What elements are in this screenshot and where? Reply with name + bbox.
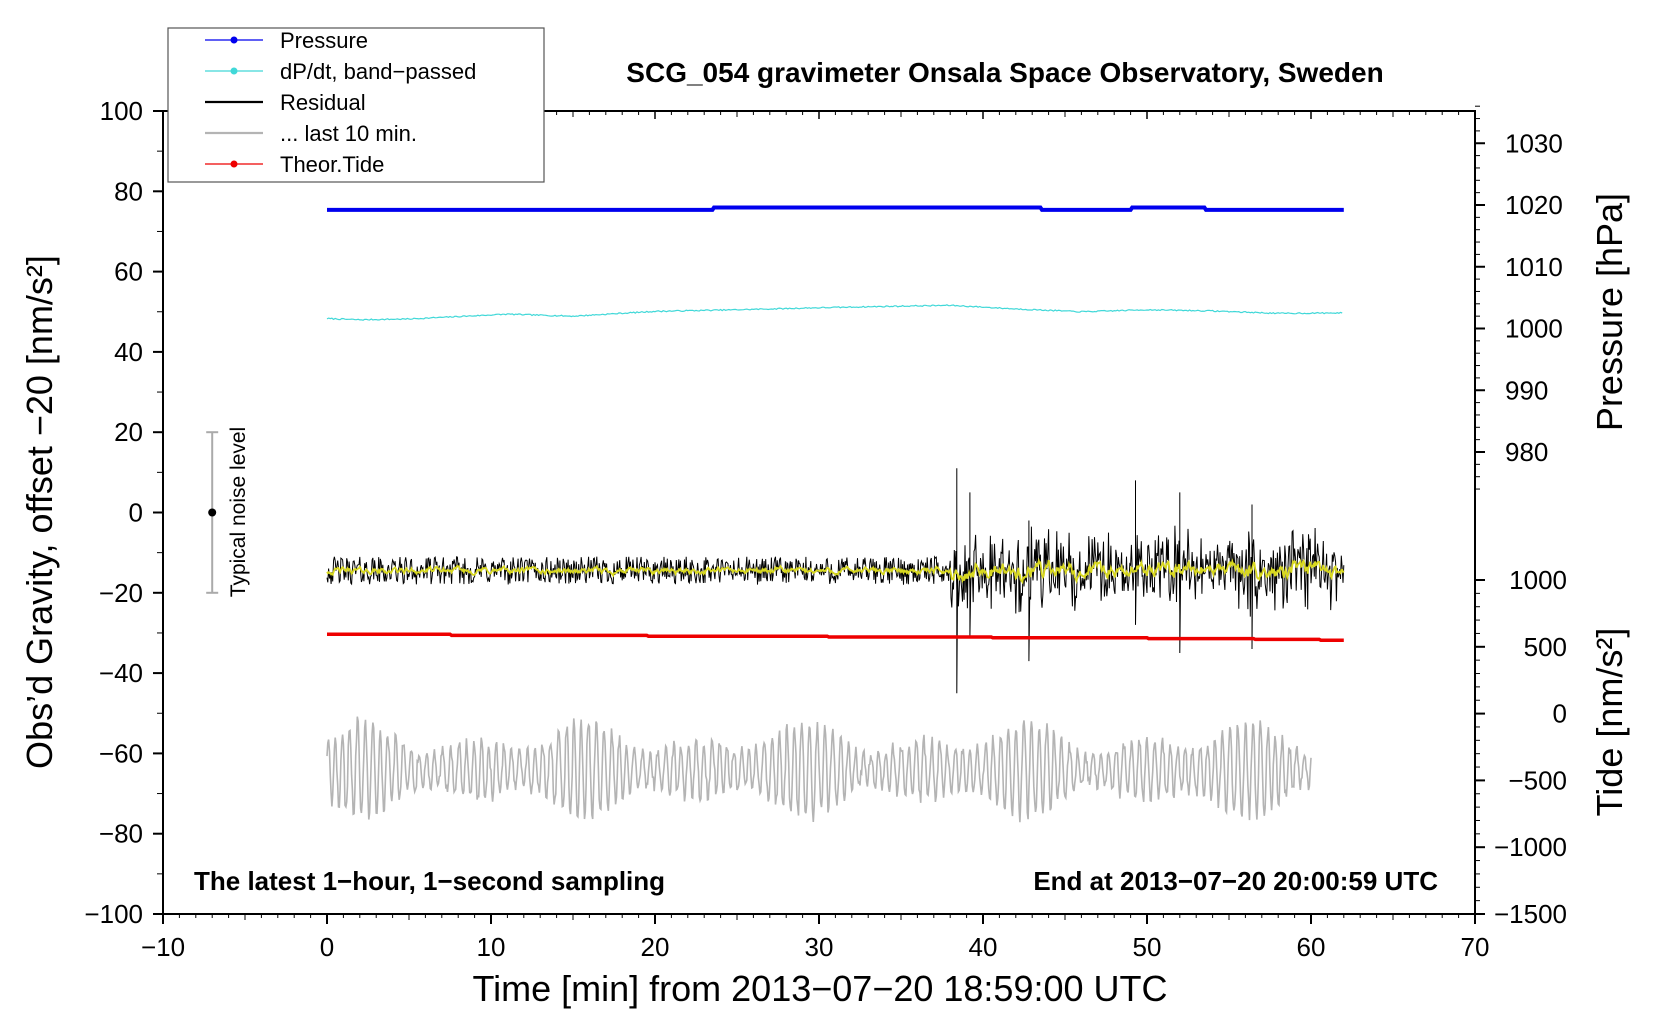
x-tick-label: −10	[141, 932, 185, 962]
chart-title: SCG_054 gravimeter Onsala Space Observat…	[626, 57, 1383, 88]
y-tick-label: 20	[114, 417, 143, 447]
y-tick-label: 60	[114, 257, 143, 287]
tide-tick-label: 1000	[1509, 565, 1567, 595]
tide-axis-title: Tide [nm/s²]	[1589, 628, 1630, 817]
legend-label-pressure: Pressure	[280, 28, 368, 53]
pressure-tick-label: 1020	[1505, 190, 1563, 220]
legend-label-tide: Theor.Tide	[280, 152, 384, 177]
legend: Pressure dP/dt, band−passed Residual ...…	[167, 27, 545, 183]
x-tick-label: 20	[641, 932, 670, 962]
x-tick-label: 70	[1461, 932, 1490, 962]
x-axis-title: Time [min] from 2013−07−20 18:59:00 UTC	[472, 968, 1167, 1009]
x-tick-label: 10	[477, 932, 506, 962]
tide-tick-label: 0	[1553, 699, 1567, 729]
noise-level-label: Typical noise level	[227, 427, 250, 597]
tide-tick-label: 500	[1524, 632, 1567, 662]
y-tick-label: 0	[129, 498, 143, 528]
series-dpdt	[326, 304, 1343, 321]
tide-tick-label: −1000	[1494, 832, 1567, 862]
legend-box	[167, 27, 545, 183]
legend-swatch-dpdt-marker	[230, 67, 238, 75]
pressure-tick-label: 1000	[1505, 314, 1563, 344]
pressure-tick-label: 1030	[1505, 128, 1563, 158]
y-tick-label: 80	[114, 176, 143, 206]
y-tick-label: 100	[100, 96, 143, 126]
sampling-note: The latest 1−hour, 1−second sampling	[194, 866, 665, 896]
x-tick-label: 0	[320, 932, 334, 962]
x-tick-label: 60	[1297, 932, 1326, 962]
pressure-axis-title: Pressure [hPa]	[1589, 193, 1630, 431]
series-last-10-min	[326, 716, 1312, 823]
y-tick-label: −80	[99, 819, 143, 849]
tide-tick-label: −1500	[1494, 899, 1567, 929]
end-time-note: End at 2013−07−20 20:00:59 UTC	[1033, 866, 1438, 896]
series-pressure	[327, 205, 1344, 212]
y-tick-label: −20	[99, 578, 143, 608]
y-tick-label: −40	[99, 658, 143, 688]
pressure-tick-label: 990	[1505, 375, 1548, 405]
tide-tick-label: −500	[1508, 765, 1567, 795]
series-residual	[326, 468, 1345, 694]
series-theor-tide	[327, 632, 1344, 642]
label-layer: −10 0 10 20 30 40 50 60 70100806040200−20−40−60−…	[84, 96, 1567, 962]
y-tick-label: 40	[114, 337, 143, 367]
legend-swatch-pressure-marker	[230, 36, 238, 44]
series-layer	[206, 205, 1345, 823]
x-tick-label: 50	[1133, 932, 1162, 962]
legend-label-dpdt: dP/dt, band−passed	[280, 59, 476, 84]
series-residual-smoothed	[326, 557, 1345, 585]
legend-label-residual: Residual	[280, 90, 366, 115]
y-tick-label: −60	[99, 738, 143, 768]
x-tick-label: 40	[969, 932, 998, 962]
noise-bar-dot	[208, 508, 217, 517]
x-tick-label: 30	[805, 932, 834, 962]
y-axis-title: Obs’d Gravity, offset −20 [nm/s²]	[19, 255, 60, 769]
legend-label-last10: ... last 10 min.	[280, 121, 417, 146]
pressure-tick-label: 980	[1505, 437, 1548, 467]
y-tick-label: −100	[84, 899, 143, 929]
pressure-tick-label: 1010	[1505, 252, 1563, 282]
legend-swatch-tide-marker	[230, 160, 238, 168]
